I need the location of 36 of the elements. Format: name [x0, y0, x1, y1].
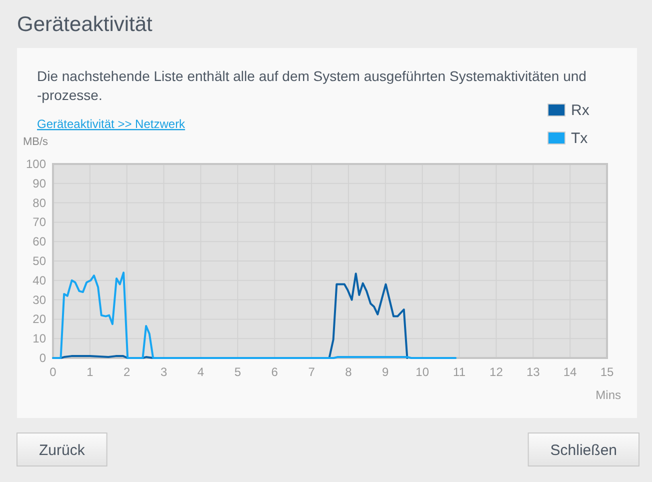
y-tick-label: 50	[32, 254, 46, 268]
text: Zurück	[39, 442, 86, 459]
x-tick-label: 4	[197, 365, 204, 379]
y-tick-label: 20	[32, 312, 46, 326]
x-tick-label: 11	[453, 365, 466, 379]
x-tick-label: 13	[526, 365, 540, 379]
y-axis-title: MB/s	[23, 136, 49, 148]
x-tick-label: 3	[160, 365, 168, 379]
y-tick-label: 90	[32, 176, 46, 190]
x-tick-label: 6	[271, 365, 278, 379]
y-tick-label: 70	[32, 215, 46, 230]
text: Schließen	[550, 442, 617, 459]
chart-subtitle: Die nachstehende Liste enthält alle auf dem System ausgeführten Systemaktivitäten und -prozesse.	[37, 68, 586, 103]
y-tick-label: 30	[32, 292, 46, 307]
x-tick-label: 2	[124, 365, 131, 379]
x-tick-label: 7	[308, 365, 316, 379]
x-tick-label: 8	[345, 365, 352, 379]
x-tick-label: 14	[563, 365, 578, 379]
y-tick-label: 80	[32, 196, 46, 210]
legend-label: Rx	[571, 102, 590, 119]
y-tick-label: 100	[26, 157, 46, 171]
x-tick-label: 5	[234, 365, 242, 379]
x-tick-label: 15	[600, 365, 614, 379]
y-tick-label: 40	[32, 273, 46, 288]
y-tick-label: 10	[32, 332, 46, 346]
x-tick-label: 12	[490, 365, 504, 379]
chart-title: Geräteaktivität	[17, 13, 153, 36]
legend-label: Tx	[571, 130, 588, 147]
x-tick-label: 9	[382, 365, 390, 379]
x-tick-label: 1	[86, 365, 94, 379]
x-axis-title: Mins	[596, 388, 621, 402]
y-tick-label: 60	[32, 234, 46, 249]
x-tick-label: 0	[50, 365, 57, 379]
x-tick-label: 10	[416, 365, 430, 379]
y-tick-label: 0	[39, 351, 46, 365]
text: Geräteaktivität >> Netzwerk	[37, 117, 186, 131]
